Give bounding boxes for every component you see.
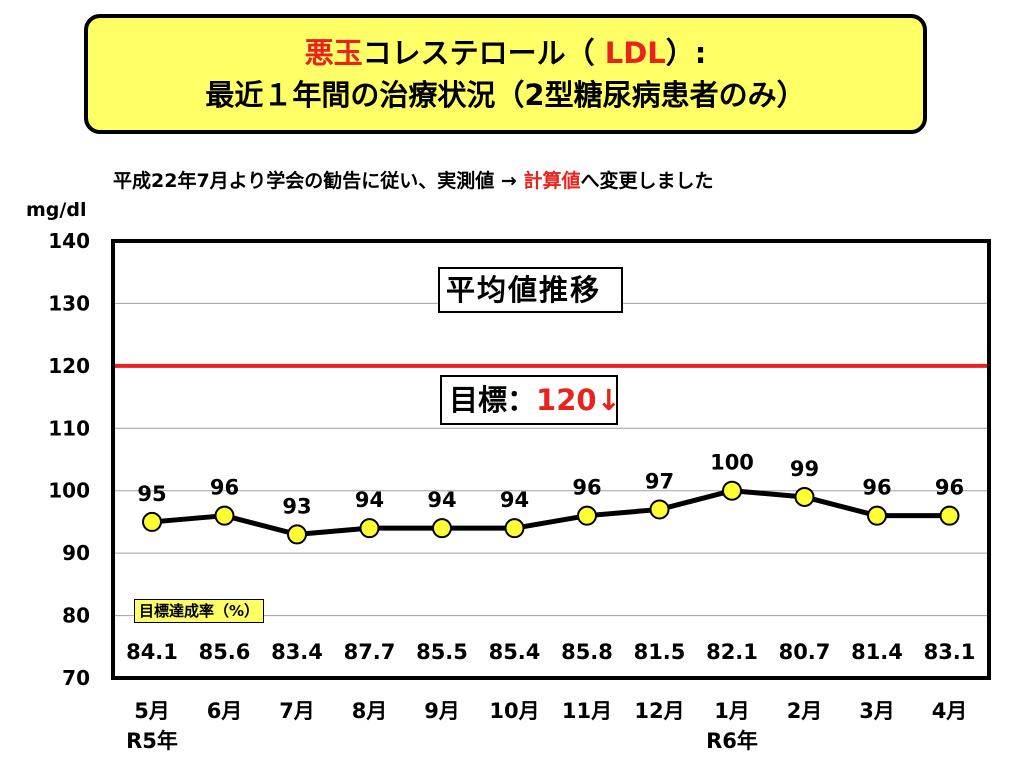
x-tick-labels: 5月 6月 7月 8月 9月 10月 11月 12月 1月 2月 3月 4月 R5年 R6年: [126, 699, 967, 753]
rate-value-8: 82.1: [706, 640, 758, 664]
notice-suffix: へ変更しました: [580, 170, 714, 192]
title-mid-text: コレステロール（: [362, 36, 605, 70]
title-banner: 悪玉コレステロール（ LDL）: 最近１年間の治療状況（2型糖尿病患者のみ）: [84, 14, 927, 134]
data-point-2: [287, 524, 307, 545]
y-tick-70: 70: [62, 666, 90, 690]
x-tick-9: 2月: [787, 699, 823, 723]
title-end-text: ）:: [665, 36, 707, 70]
data-label-6: 96: [572, 476, 601, 500]
title-red-text: 悪玉: [304, 36, 363, 70]
data-point-10: [867, 505, 887, 526]
data-point-8: [722, 480, 742, 501]
y-tick-80: 80: [62, 604, 90, 628]
x-tick-5: 10月: [489, 699, 539, 723]
achievement-rate-values: 84.1 85.6 83.4 87.7 85.5 85.4 85.8 81.5 82.1 80.7…: [126, 640, 975, 664]
y-tick-labels: 140 130 120 110 100 90 80 70: [48, 229, 90, 690]
title-ldl-text: LDL: [604, 36, 666, 70]
title-line-1: 悪玉コレステロール（ LDL）:: [305, 32, 707, 74]
series-line: [151, 488, 950, 537]
y-tick-140: 140: [48, 229, 90, 253]
rate-value-2: 83.4: [271, 640, 323, 664]
data-point-5: [504, 518, 525, 539]
data-point-4: [432, 518, 452, 539]
rate-value-11: 83.1: [924, 640, 976, 664]
y-tick-120: 120: [48, 354, 90, 378]
y-tick-110: 110: [48, 416, 90, 440]
rate-value-4: 85.5: [416, 640, 468, 664]
x-tick-3: 8月: [352, 699, 388, 723]
series-layer: [142, 480, 960, 545]
x-tick-0: 5月: [134, 699, 170, 723]
data-label-1: 96: [210, 476, 239, 500]
data-label-10: 96: [862, 476, 891, 500]
data-label-3: 94: [355, 488, 384, 512]
data-label-7: 97: [645, 469, 674, 493]
chart-title: 平均値推移: [438, 267, 623, 313]
y-tick-90: 90: [62, 541, 90, 565]
target-label-value: 120↓: [536, 383, 621, 417]
x-tick-4: 9月: [424, 699, 460, 723]
data-label-0: 95: [137, 482, 166, 506]
year-label-8: R6年: [706, 729, 758, 753]
plot-frame: [111, 239, 991, 680]
data-point-0: [142, 511, 162, 532]
method-change-notice: 平成22年7月より学会の勧告に従い、実測値 → 計算値へ変更しました: [113, 167, 713, 195]
rate-value-7: 81.5: [634, 640, 686, 664]
rate-value-9: 80.7: [779, 640, 831, 664]
data-label-8: 100: [710, 451, 754, 475]
target-label-sep: ：: [507, 383, 537, 417]
rate-value-10: 81.4: [851, 640, 903, 664]
x-tick-11: 4月: [932, 699, 968, 723]
grid-layer: [113, 302, 989, 617]
target-label: 目標：120↓: [440, 375, 621, 425]
notice-prefix: 平成22年7月より学会の勧告に従い、実測値 →: [113, 170, 524, 192]
notice-highlight: 計算値: [523, 170, 581, 192]
data-label-11: 96: [935, 476, 964, 500]
data-point-7: [649, 499, 670, 520]
data-label-4: 94: [427, 488, 456, 512]
rate-value-6: 85.8: [561, 640, 613, 664]
data-point-3: [359, 518, 380, 539]
data-point-9: [794, 486, 815, 507]
data-labels: 95 96 93 94 94 94 96 97 100 99 96 96: [137, 451, 964, 519]
rate-value-5: 85.4: [489, 640, 541, 664]
data-label-5: 94: [500, 488, 529, 512]
data-point-1: [214, 505, 235, 526]
data-point-11: [939, 505, 960, 526]
x-tick-6: 11月: [562, 699, 612, 723]
x-tick-2: 7月: [279, 699, 315, 723]
data-label-9: 99: [790, 457, 819, 481]
x-tick-7: 12月: [634, 699, 684, 723]
x-tick-10: 3月: [859, 699, 895, 723]
target-label-text: 目標: [449, 383, 508, 417]
rate-value-0: 84.1: [126, 640, 178, 664]
y-tick-130: 130: [48, 291, 90, 315]
x-tick-8: 1月: [714, 699, 750, 723]
rate-value-1: 85.6: [199, 640, 251, 664]
x-tick-1: 6月: [207, 699, 243, 723]
y-tick-100: 100: [48, 479, 90, 503]
rate-value-3: 87.7: [344, 640, 396, 664]
year-label-0: R5年: [126, 729, 178, 753]
y-axis-unit: mg/dl: [26, 199, 87, 221]
data-label-2: 93: [282, 494, 311, 518]
title-line-2: 最近１年間の治療状況（2型糖尿病患者のみ）: [205, 78, 806, 112]
data-point-6: [577, 505, 597, 526]
achievement-rate-label: 目標達成率（%）: [134, 599, 265, 623]
